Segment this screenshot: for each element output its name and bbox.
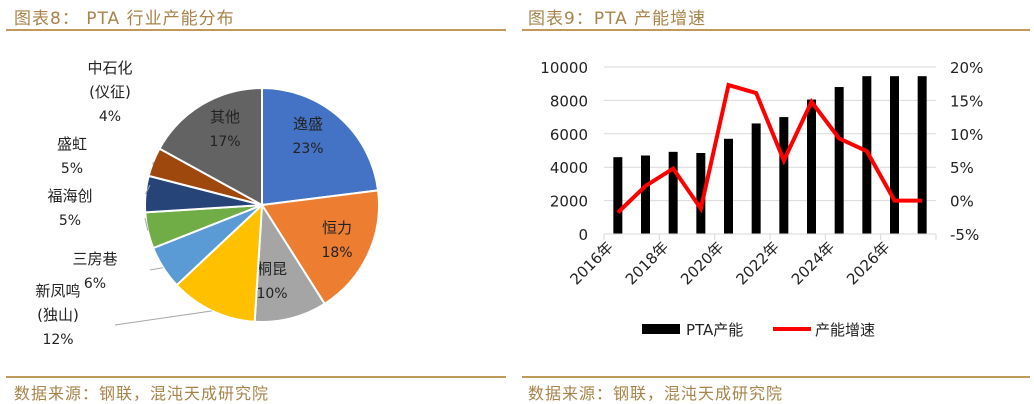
y2-tick: 5%	[950, 159, 974, 177]
y-tick: 4000	[550, 159, 588, 177]
bar	[751, 123, 761, 234]
bar	[641, 155, 650, 234]
slice-label: 新凤鸣(独山)	[35, 282, 81, 324]
x-tick-label: 2024年	[788, 238, 838, 288]
leader-line	[149, 267, 164, 271]
bar	[696, 153, 706, 234]
slice-pct: 18%	[321, 245, 352, 261]
slice-pct: 17%	[209, 134, 240, 150]
pie-slice	[158, 86, 263, 207]
x-tick-label: 2016年	[566, 238, 616, 288]
slice-pct: 12%	[42, 332, 73, 348]
slice-pct: 5%	[61, 161, 83, 177]
y2-tick: -5%	[950, 226, 979, 244]
bar	[807, 99, 816, 234]
slice-pct: 6%	[84, 276, 106, 292]
bar	[613, 157, 623, 234]
bar	[724, 138, 733, 234]
x-tick-label: 2020年	[677, 238, 727, 288]
left-title: 图表8： PTA 行业产能分布	[14, 9, 235, 29]
divider	[6, 29, 506, 31]
y2-tick: 20%	[950, 59, 983, 77]
pie-chart: 逸盛 23% 恒力 18% 桐昆 10% 12% 三房巷 6% 福海创 5% 盛虹 5% 4% 其他 17%	[42, 86, 380, 348]
leader-line	[145, 184, 151, 195]
y-tick: 2000	[550, 193, 588, 211]
slice-label: 中石化(仪征)	[87, 59, 133, 101]
slice-label: 桐昆	[257, 260, 287, 278]
slice-label: 其他	[210, 108, 240, 126]
leader-line	[144, 217, 149, 231]
y-tick: 8000	[550, 92, 588, 110]
y2-tick: 10%	[950, 126, 983, 144]
pie-slice	[260, 189, 380, 306]
slice-label: 恒力	[322, 219, 352, 237]
growth-line	[616, 82, 923, 215]
slice-pct: 4%	[99, 109, 121, 125]
divider	[522, 29, 1030, 31]
left-source: 数据来源：钢联，混沌天成研究院	[14, 384, 270, 403]
leader-line	[114, 310, 213, 326]
bar	[890, 76, 899, 234]
right-title: 图表9：PTA 产能增速	[528, 9, 707, 29]
x-tick-label: 2022年	[732, 238, 782, 288]
divider	[522, 376, 1030, 378]
y-tick: 10000	[540, 59, 588, 77]
legend-label: 产能增速	[815, 321, 875, 339]
slice-label: 福海创	[47, 187, 92, 205]
slice-label: 盛虹	[57, 135, 87, 153]
divider	[6, 376, 506, 378]
pie-slice	[261, 86, 380, 207]
bar	[668, 151, 678, 234]
y-tick: 0	[578, 226, 588, 244]
slice-pct: 23%	[292, 141, 323, 157]
pie-slice	[253, 201, 327, 323]
bar	[779, 117, 789, 234]
y2-tick: 0%	[950, 193, 974, 211]
x-tick-label: 2018年	[622, 238, 672, 288]
bar	[834, 87, 844, 234]
slice-pct: 10%	[256, 286, 287, 302]
slice-label: 三房巷	[72, 250, 117, 268]
legend-bar-swatch	[642, 324, 680, 334]
legend-label: PTA产能	[686, 321, 743, 339]
x-tick-label: 2026年	[843, 238, 893, 288]
bar	[917, 76, 927, 234]
y-tick: 6000	[550, 126, 588, 144]
slice-label: 逸盛	[293, 115, 323, 133]
y2-tick: 15%	[950, 92, 983, 110]
pie-slice	[175, 202, 264, 323]
right-source: 数据来源：钢联，混沌天成研究院	[528, 384, 784, 403]
combo-chart: 0 2000 4000 6000 8000 10000 -5% 0% 5% 10% 15% 20% 20…	[540, 59, 983, 339]
slice-pct: 5%	[59, 213, 81, 229]
